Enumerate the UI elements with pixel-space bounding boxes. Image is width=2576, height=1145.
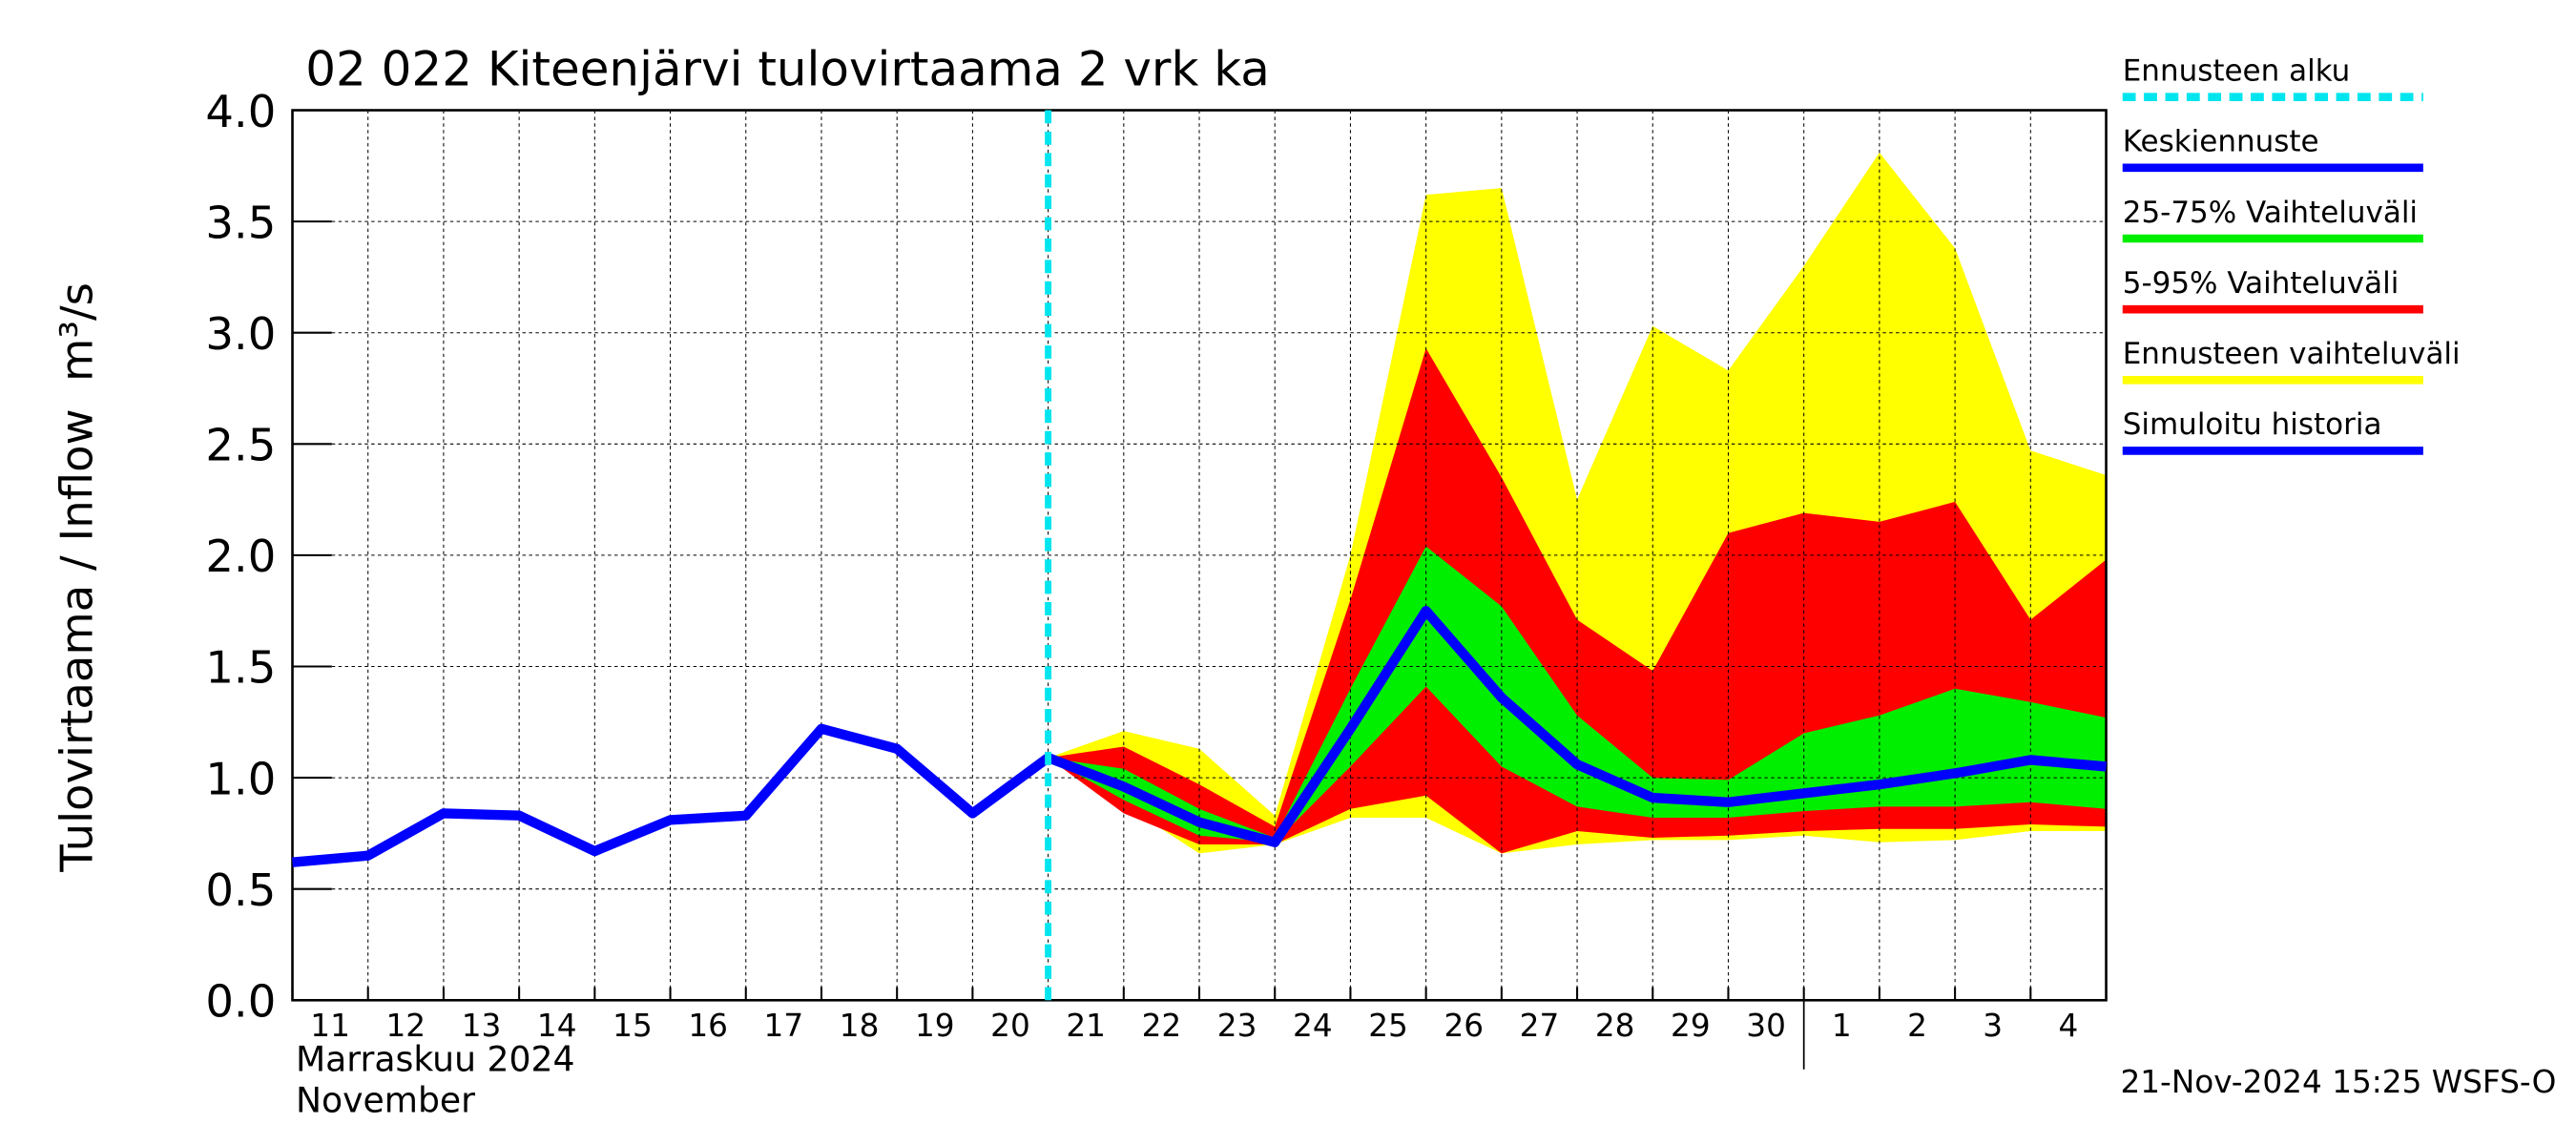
footer: 21-Nov-2024 15:25 WSFS-O (2120, 1064, 2556, 1100)
x-tick-label: 26 (1444, 1008, 1484, 1044)
legend-label: Keskiennuste (2123, 125, 2319, 159)
x-tick-label: 12 (386, 1008, 426, 1044)
legend-label: 25-75% Vaihteluväli (2123, 196, 2418, 230)
y-tick-label: 0.0 (205, 975, 276, 1027)
x-tick-label: 24 (1293, 1008, 1333, 1044)
x-tick-label: 3 (1983, 1008, 2003, 1044)
y-axis-unit: m³/s (51, 282, 102, 382)
x-tick-label: 11 (310, 1008, 350, 1044)
y-tick-label: 3.5 (205, 197, 276, 248)
x-tick-label: 25 (1368, 1008, 1408, 1044)
x-tick-label: 30 (1746, 1008, 1786, 1044)
plot-frame (291, 109, 2108, 1002)
x-tick-label: 4 (2059, 1008, 2079, 1044)
line (1046, 606, 2107, 847)
x-tick-label: 20 (990, 1008, 1030, 1044)
x-tick-label: 1 (1832, 1008, 1852, 1044)
legend-label: 5-95% Vaihteluväli (2123, 266, 2399, 301)
x-tick-label: 19 (915, 1008, 955, 1044)
x-axis-label: November (296, 1079, 475, 1120)
x-tick-label: 22 (1142, 1008, 1182, 1044)
line (292, 723, 1051, 867)
band-area (1048, 546, 2107, 843)
x-tick-label: 17 (764, 1008, 804, 1044)
x-tick-label: 29 (1671, 1008, 1711, 1044)
x-tick-label: 16 (688, 1008, 728, 1044)
legend-label: Ennusteen vaihteluväli (2123, 337, 2461, 371)
y-axis-label: Tulovirtaama / Inflow (51, 408, 102, 872)
y-tick-label: 2.5 (205, 420, 276, 471)
legend-label: Simuloitu historia (2123, 407, 2382, 442)
y-tick-label: 3.0 (205, 308, 276, 360)
x-tick-label: 18 (840, 1008, 880, 1044)
x-tick-label: 13 (462, 1008, 502, 1044)
x-tick-label: 15 (613, 1008, 653, 1044)
x-tick-label: 23 (1217, 1008, 1257, 1044)
y-tick-label: 2.0 (205, 531, 276, 582)
x-axis-label: Marraskuu 2024 (296, 1038, 575, 1079)
legend-label: Ennusteen alku (2123, 53, 2351, 88)
chart-title: 02 022 Kiteenjärvi tulovirtaama 2 vrk ka (305, 42, 1270, 97)
y-tick-label: 1.5 (205, 642, 276, 694)
x-tick-label: 14 (537, 1008, 577, 1044)
x-tick-label: 21 (1066, 1008, 1106, 1044)
y-tick-label: 1.0 (205, 753, 276, 804)
x-tick-label: 27 (1520, 1008, 1560, 1044)
y-tick-label: 0.5 (205, 864, 276, 916)
x-tick-label: 2 (1907, 1008, 1927, 1044)
y-tick-label: 4.0 (205, 86, 276, 137)
x-tick-label: 28 (1595, 1008, 1635, 1044)
